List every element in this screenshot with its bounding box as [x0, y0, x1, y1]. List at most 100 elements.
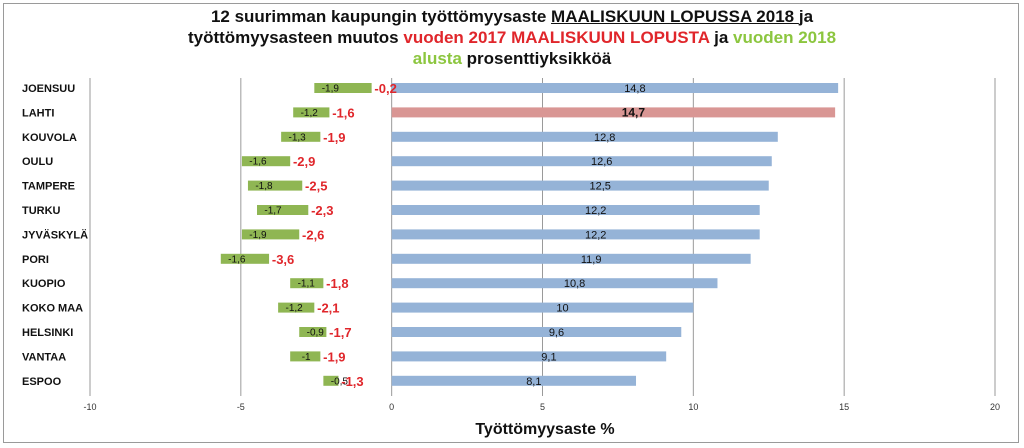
- category-label: HELSINKI: [22, 327, 73, 339]
- ytd-change-label: -1,9: [322, 84, 340, 95]
- category-label: KOKO MAA: [22, 303, 83, 315]
- title-line-1: 12 suurimman kaupungin työttömyysaste MA…: [0, 6, 1024, 27]
- yoy-change-label: -3,6: [272, 252, 294, 267]
- rate-value-label: 10: [556, 303, 568, 315]
- rate-bar: [391, 131, 778, 142]
- rate-value-label: 12,6: [591, 156, 612, 168]
- x-tick-label: 15: [839, 402, 849, 412]
- category-label: KOUVOLA: [22, 132, 77, 144]
- ytd-change-bar: [278, 302, 315, 313]
- labels: JOENSUU 14,8 -1,9 -0,2 LAHTI 14,7 -1,2 -1,6 KOUV…: [22, 81, 646, 389]
- rate-value-label: 14,8: [624, 83, 645, 95]
- ytd-change-label: -1,2: [301, 108, 319, 119]
- x-axis-label: Työttömyysaste %: [475, 421, 614, 438]
- rate-bar: [391, 351, 667, 362]
- rate-value-label: 11,9: [581, 254, 602, 266]
- yoy-change-label: -1,8: [326, 276, 348, 291]
- category-label: LAHTI: [22, 107, 54, 119]
- ytd-change-label: -1,8: [255, 181, 273, 192]
- title-text: prosenttiyksikköä: [461, 49, 612, 68]
- rate-bar: [391, 253, 751, 264]
- rate-value-label: 12,8: [594, 132, 615, 144]
- category-label: ESPOO: [22, 376, 62, 388]
- ytd-change-label: -1: [302, 352, 311, 363]
- chart-title: 12 suurimman kaupungin työttömyysaste MA…: [0, 6, 1024, 69]
- ytd-change-label: -0,5: [331, 376, 349, 387]
- rate-bar: [391, 107, 836, 118]
- ytd-change-bar: [247, 180, 303, 191]
- rate-bar: [391, 327, 682, 337]
- yoy-change-label: -2,3: [311, 203, 333, 218]
- title-text: ja: [709, 28, 734, 47]
- x-tick-label: 20: [990, 402, 1000, 412]
- ytd-change-label: -1,2: [285, 303, 303, 314]
- title-text: ja: [798, 7, 814, 26]
- title-ytd-period: vuoden 2018: [733, 28, 837, 47]
- ytd-change-bar: [290, 278, 324, 289]
- rate-value-label: 12,2: [585, 205, 606, 217]
- rate-bar: [391, 156, 772, 167]
- yoy-change-label: -1,7: [329, 325, 351, 340]
- category-label: JOENSUU: [22, 83, 75, 95]
- rate-bar: [391, 302, 694, 313]
- ytd-change-bar: [257, 205, 309, 215]
- title-text: 12 suurimman kaupungin työttömyysaste: [210, 7, 552, 26]
- yoy-change-label: -2,1: [317, 301, 339, 316]
- x-axis: -10 -5 0 5 10 15 20: [83, 402, 1000, 412]
- ytd-change-bar: [241, 229, 300, 240]
- yoy-change-label: -1,9: [323, 349, 345, 364]
- ytd-change-bar: [241, 156, 291, 167]
- x-tick-label: 5: [540, 402, 545, 412]
- ytd-change-label: -1,7: [264, 206, 282, 217]
- rate-bar: [391, 205, 760, 215]
- yoy-change-label: -0,2: [374, 81, 396, 96]
- title-text: työttömyysasteen muutos: [187, 28, 404, 47]
- title-period: MAALISKUUN LOPUSSA 2018: [551, 7, 799, 26]
- x-tick-label: -5: [237, 402, 245, 412]
- rate-bar: [391, 278, 718, 289]
- rate-bar: [391, 83, 839, 93]
- x-tick-label: 10: [688, 402, 698, 412]
- rate-value-label: 9,6: [549, 327, 564, 339]
- ytd-change-bar: [290, 351, 321, 362]
- x-tick-label: 0: [389, 402, 394, 412]
- category-label: KUOPIO: [22, 278, 66, 290]
- ytd-change-label: -1,6: [228, 254, 246, 265]
- yoy-change-label: -1,9: [323, 130, 345, 145]
- ytd-change-bar: [323, 375, 339, 386]
- ytd-change-label: -1,3: [289, 132, 307, 143]
- category-label: PORI: [22, 254, 49, 266]
- rate-value-label: 12,2: [585, 229, 606, 241]
- bars: [220, 83, 839, 386]
- ytd-change-bar: [281, 131, 321, 142]
- category-label: OULU: [22, 156, 53, 168]
- category-label: TAMPERE: [22, 181, 75, 193]
- title-ytd-period: alusta: [412, 49, 462, 68]
- rate-value-label: 9,1: [541, 351, 556, 363]
- ytd-change-label: -1,1: [298, 279, 316, 290]
- title-yoy-period: vuoden 2017 MAALISKUUN LOPUSTA: [403, 28, 710, 47]
- ytd-change-label: -1,6: [249, 157, 267, 168]
- rate-bar: [391, 180, 769, 191]
- category-label: TURKU: [22, 205, 61, 217]
- category-label: JYVÄSKYLÄ: [22, 228, 88, 241]
- chart-frame: [3, 3, 1019, 443]
- ytd-change-label: -0,9: [307, 328, 325, 339]
- ytd-change-bar: [220, 253, 270, 264]
- ytd-change-bar: [299, 327, 327, 337]
- yoy-change-label: -2,9: [293, 154, 315, 169]
- rate-value-label: 12,5: [589, 181, 610, 193]
- yoy-change-label: -1,6: [332, 105, 354, 120]
- rate-value-label: 8,1: [526, 376, 541, 388]
- category-label: VANTAA: [22, 351, 66, 363]
- rate-bar: [391, 229, 760, 240]
- rate-bar: [391, 375, 637, 386]
- x-tick-label: -10: [83, 402, 96, 412]
- title-line-3: alusta prosenttiyksikköä: [0, 48, 1024, 69]
- yoy-change-label: -1,3: [341, 374, 363, 389]
- ytd-change-bar: [314, 83, 372, 93]
- ytd-change-label: -1,9: [249, 230, 267, 241]
- ytd-change-bar: [293, 107, 330, 118]
- rate-value-label: 10,8: [564, 278, 585, 290]
